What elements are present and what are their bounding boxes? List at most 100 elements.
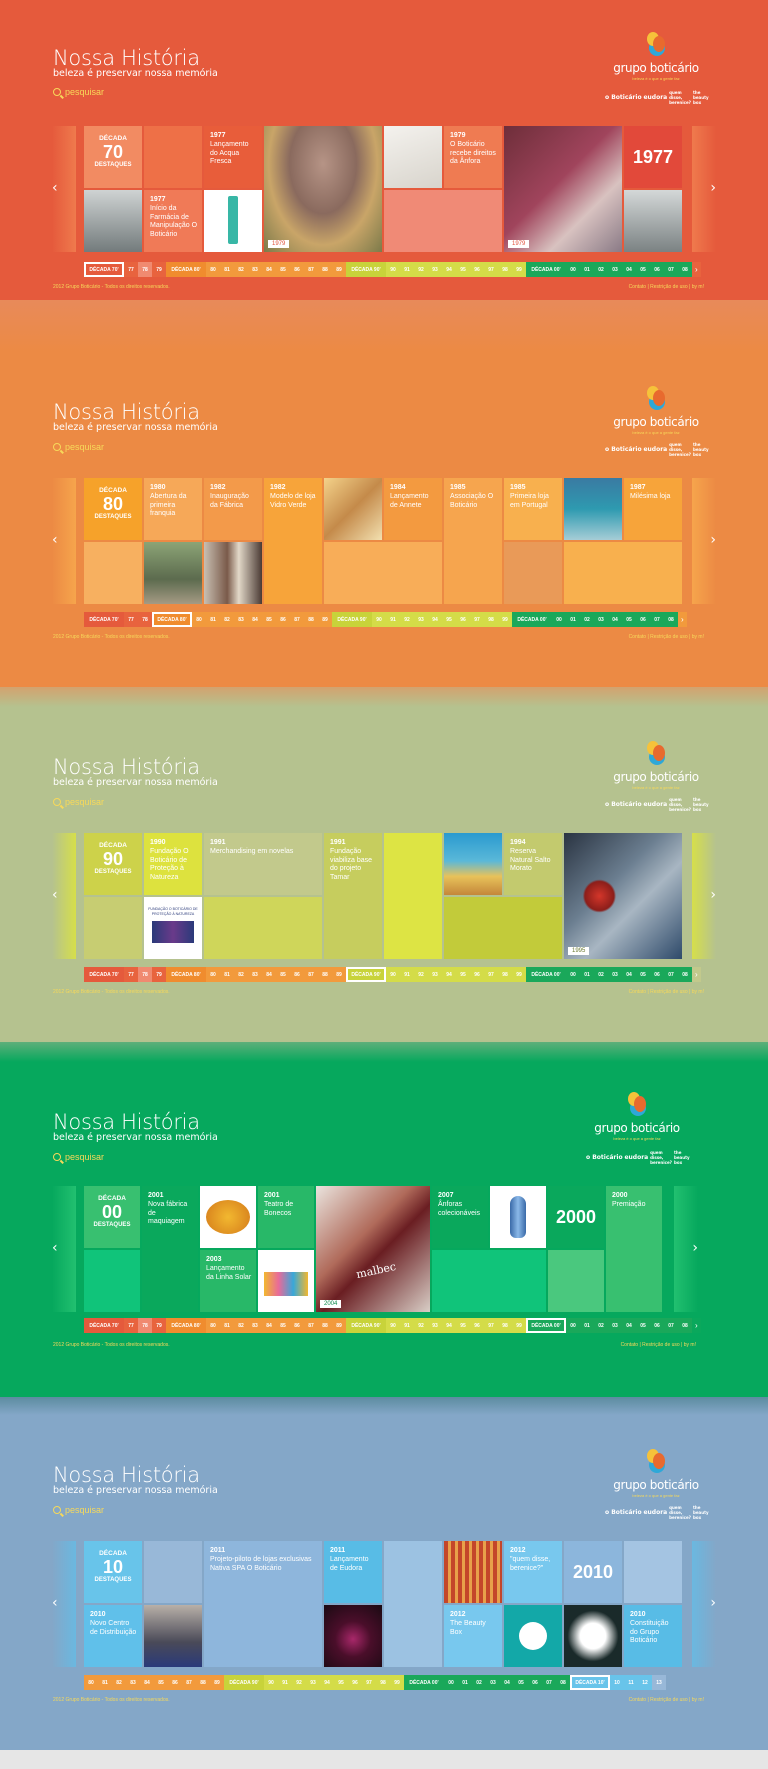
timeline-year[interactable]: 94 bbox=[442, 262, 456, 277]
timeline-year[interactable]: 80 bbox=[206, 262, 220, 277]
timeline-decade-90[interactable]: DÉCADA 90' bbox=[224, 1675, 264, 1690]
timeline-year[interactable]: 06 bbox=[650, 967, 664, 982]
highlight-tile[interactable]: 2010 Constituição do Grupo Boticário bbox=[624, 1605, 682, 1667]
highlight-tile[interactable]: 1991 Fundação viabiliza base do projeto … bbox=[324, 833, 382, 959]
timeline-year[interactable]: 85 bbox=[154, 1675, 168, 1690]
highlight-tile[interactable]: 2001 Teatro de Bonecos bbox=[258, 1186, 314, 1248]
timeline-year[interactable]: 96 bbox=[470, 262, 484, 277]
timeline-year[interactable]: 82 bbox=[220, 612, 234, 627]
timeline-year[interactable]: 91 bbox=[278, 1675, 292, 1690]
timeline-year[interactable]: 89 bbox=[210, 1675, 224, 1690]
timeline-decade-00[interactable]: DÉCADA 00' bbox=[512, 612, 552, 627]
brand-beauty-box[interactable]: the beauty box bbox=[692, 796, 709, 812]
timeline-year[interactable]: 85 bbox=[276, 262, 290, 277]
timeline-year[interactable]: 91 bbox=[386, 612, 400, 627]
timeline-year[interactable]: 90 bbox=[386, 1318, 400, 1333]
decade-card[interactable]: DÉCADA 90 DESTAQUES bbox=[84, 833, 142, 895]
timeline-year[interactable]: 99 bbox=[512, 262, 526, 277]
highlight-tile[interactable]: 2010 Novo Centro de Distribuição bbox=[84, 1605, 142, 1667]
timeline-year[interactable]: 02 bbox=[580, 612, 594, 627]
timeline-year[interactable]: 81 bbox=[98, 1675, 112, 1690]
timeline-year[interactable]: 00 bbox=[552, 612, 566, 627]
timeline-year[interactable]: 93 bbox=[414, 612, 428, 627]
timeline-year[interactable]: 95 bbox=[456, 1318, 470, 1333]
timeline-year[interactable]: 04 bbox=[500, 1675, 514, 1690]
speaker-photo[interactable] bbox=[144, 1605, 202, 1667]
timeline-year[interactable]: 83 bbox=[126, 1675, 140, 1690]
timeline-decade-80[interactable]: DÉCADA 80' bbox=[152, 612, 192, 627]
contact-link[interactable]: Contato bbox=[620, 1342, 639, 1348]
timeline-year[interactable]: 04 bbox=[622, 967, 636, 982]
timeline-year[interactable]: 01 bbox=[566, 612, 580, 627]
brand-eudora[interactable]: eudora bbox=[624, 1153, 649, 1161]
timeline-year[interactable]: 07 bbox=[542, 1675, 556, 1690]
timeline-year[interactable]: 97 bbox=[484, 967, 498, 982]
timeline-year[interactable]: 80 bbox=[192, 612, 206, 627]
timeline-year[interactable]: 05 bbox=[636, 967, 650, 982]
highlight-tile[interactable]: 1979 O Boticário recebe direitos da Ânfo… bbox=[444, 126, 502, 188]
timeline-next-icon[interactable]: › bbox=[692, 967, 701, 982]
timeline-year[interactable]: 89 bbox=[332, 1318, 346, 1333]
storefront-photo[interactable] bbox=[84, 190, 142, 252]
grupo-boticario-sign-photo[interactable] bbox=[564, 1605, 622, 1667]
highlight-tile[interactable]: 1990 Fundação O Boticário de Proteção à … bbox=[144, 833, 202, 895]
timeline-year[interactable]: 83 bbox=[234, 612, 248, 627]
timeline-year[interactable]: 83 bbox=[248, 967, 262, 982]
timeline-year[interactable]: 77 bbox=[124, 1318, 138, 1333]
timeline-year[interactable]: 96 bbox=[470, 1318, 484, 1333]
timeline-year[interactable]: 83 bbox=[248, 262, 262, 277]
timeline-year[interactable]: 07 bbox=[664, 967, 678, 982]
perfume-ad-photo[interactable]: 1995 bbox=[564, 833, 682, 959]
timeline-next-icon[interactable]: › bbox=[692, 1318, 701, 1333]
timeline-year[interactable]: 03 bbox=[608, 967, 622, 982]
next-arrow-icon[interactable]: › bbox=[710, 532, 716, 548]
timeline-year[interactable]: 94 bbox=[428, 612, 442, 627]
brand-berenice[interactable]: quem disse, berenice? bbox=[650, 1149, 672, 1165]
timeline-year[interactable]: 79 bbox=[152, 1318, 166, 1333]
timeline-year[interactable]: 05 bbox=[636, 1318, 650, 1333]
timeline-year[interactable]: 80 bbox=[84, 1675, 98, 1690]
store-interior-photo[interactable]: 1979 bbox=[504, 126, 622, 252]
timeline-year[interactable]: 90 bbox=[386, 967, 400, 982]
timeline-year[interactable]: 01 bbox=[580, 262, 594, 277]
brand-berenice[interactable]: quem disse, berenice? bbox=[669, 441, 691, 457]
timeline-year[interactable]: 93 bbox=[428, 967, 442, 982]
timeline-year[interactable]: 07 bbox=[664, 1318, 678, 1333]
decade-card[interactable]: DÉCADA 80 DESTAQUES bbox=[84, 478, 142, 540]
timeline-year[interactable]: 78 bbox=[138, 262, 152, 277]
timeline-year[interactable]: 78 bbox=[138, 1318, 152, 1333]
timeline-year[interactable]: 88 bbox=[318, 262, 332, 277]
timeline-year[interactable]: 82 bbox=[234, 1318, 248, 1333]
timeline-year[interactable]: 04 bbox=[622, 1318, 636, 1333]
timeline-year[interactable]: 93 bbox=[428, 262, 442, 277]
amphora-photo[interactable] bbox=[490, 1186, 546, 1248]
timeline-year[interactable]: 11 bbox=[624, 1675, 638, 1690]
highlight-tile[interactable]: 2012 The Beauty Box bbox=[444, 1605, 502, 1667]
timeline-year[interactable]: 96 bbox=[348, 1675, 362, 1690]
brand-boticario[interactable]: o Boticário bbox=[605, 1508, 642, 1516]
brand-boticario[interactable]: o Boticário bbox=[586, 1153, 623, 1161]
brand-boticario[interactable]: o Boticário bbox=[605, 445, 642, 453]
timeline-year[interactable]: 94 bbox=[442, 967, 456, 982]
timeline-year[interactable]: 83 bbox=[248, 1318, 262, 1333]
timeline-year[interactable]: 06 bbox=[636, 612, 650, 627]
search-link[interactable]: pesquisar bbox=[53, 87, 104, 97]
timeline-year[interactable]: 02 bbox=[594, 1318, 608, 1333]
timeline-year[interactable]: 99 bbox=[512, 1318, 526, 1333]
search-link[interactable]: pesquisar bbox=[53, 1505, 104, 1515]
terms-link[interactable]: Restrição de uso bbox=[650, 634, 688, 640]
highlight-tile[interactable]: 1980 Abertura da primeira franquia bbox=[144, 478, 202, 540]
credits-link[interactable]: by m! bbox=[691, 989, 704, 995]
highlight-tile[interactable]: 1991 Merchandising em novelas bbox=[204, 833, 322, 895]
timeline-year[interactable]: 88 bbox=[196, 1675, 210, 1690]
timeline-year[interactable]: 06 bbox=[528, 1675, 542, 1690]
timeline-year[interactable]: 08 bbox=[556, 1675, 570, 1690]
timeline-year[interactable]: 98 bbox=[376, 1675, 390, 1690]
grupo-boticario-logo[interactable]: grupo boticário beleza é o que a gente f… bbox=[592, 1092, 682, 1141]
beauty-box-logo-photo[interactable] bbox=[504, 1605, 562, 1667]
timeline-decade-70[interactable]: DÉCADA 70' bbox=[84, 262, 124, 277]
decade-card[interactable]: DÉCADA 70 DESTAQUES bbox=[84, 126, 142, 188]
credits-link[interactable]: by m! bbox=[683, 1342, 696, 1348]
prev-arrow-icon[interactable]: ‹ bbox=[52, 532, 58, 548]
timeline-year[interactable]: 88 bbox=[304, 612, 318, 627]
